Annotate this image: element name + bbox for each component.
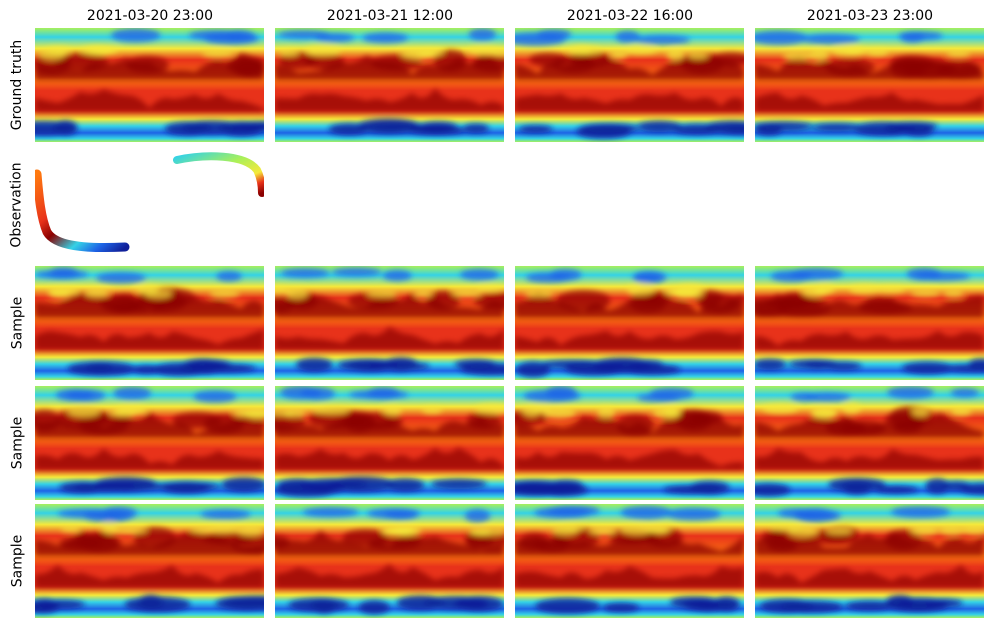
- row-label: Sample: [2, 504, 32, 618]
- row-label-text: Sample: [9, 296, 25, 350]
- row-label: Sample: [2, 266, 32, 380]
- heatmap-panel: [275, 28, 504, 142]
- row-label: Ground truth: [2, 28, 32, 142]
- heatmap-background: [755, 266, 984, 380]
- heatmap-panel: [515, 386, 744, 500]
- heatmap-panel: [275, 386, 504, 500]
- heatmap-background: [515, 28, 744, 142]
- column-title: 2021-03-21 12:00: [326, 8, 454, 24]
- row-label-text: Observation: [9, 162, 26, 248]
- heatmap-panel: [35, 266, 264, 380]
- heatmap-panel: [755, 28, 984, 142]
- observation-track-left: [32, 169, 130, 253]
- heatmap-panel: [35, 504, 264, 618]
- column-title: 2021-03-22 16:00: [566, 8, 694, 24]
- row-label-text: Sample: [9, 534, 25, 588]
- heatmap-panel: [755, 504, 984, 618]
- column-title: 2021-03-23 23:00: [806, 8, 934, 24]
- heatmap-panel: [755, 386, 984, 500]
- row-label-text: Sample: [9, 416, 25, 470]
- observation-track-panel: [32, 148, 266, 262]
- row-label: Sample: [2, 386, 32, 500]
- heatmap-background: [515, 386, 744, 500]
- heatmap-panel: [35, 28, 264, 142]
- row-label-text: Ground truth: [9, 39, 25, 131]
- heatmap-panel: [35, 386, 264, 500]
- heatmap-panel: [275, 266, 504, 380]
- heatmap-panel: [275, 504, 504, 618]
- observation-track-right: [173, 152, 266, 197]
- heatmap-panel: [515, 28, 744, 142]
- heatmap-panel: [515, 266, 744, 380]
- heatmap-panel: [515, 504, 744, 618]
- heatmap-panel: [755, 266, 984, 380]
- row-label: Observation: [2, 148, 32, 262]
- column-title: 2021-03-20 23:00: [86, 8, 214, 24]
